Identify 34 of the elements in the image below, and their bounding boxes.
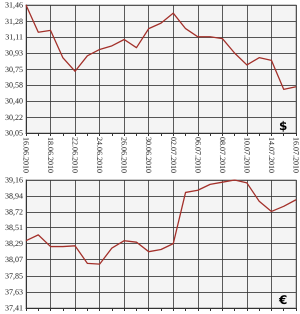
y-tick-label: 38,07	[5, 255, 23, 264]
x-tick-label: 08.07.2010	[218, 137, 227, 173]
y-tick-label: 31,46	[5, 0, 23, 10]
annotation: €	[278, 293, 288, 307]
line-series	[25, 179, 297, 265]
y-tick-label: 37,41	[5, 304, 23, 312]
x-tick-label: 06.07.2010	[193, 137, 202, 173]
x-tick-label: 16.07.2010	[292, 137, 300, 173]
x-tick-label: 14.07.2010	[266, 137, 276, 173]
y-tick-label: 38,94	[5, 192, 23, 201]
y-tick-label: 30,58	[5, 80, 23, 90]
x-tick-label: 22.06.2010	[70, 137, 80, 173]
y-tick-label: 37,85	[5, 271, 23, 280]
y-tick-label: 30,75	[5, 64, 23, 74]
y-tick-label: 37,63	[5, 287, 23, 296]
y-tick-label: 30,05	[5, 128, 23, 138]
y-tick-label: 30,40	[5, 96, 23, 106]
y-tick-label: 30,93	[5, 48, 23, 58]
y-tick-label: 30,22	[5, 113, 23, 122]
y-tick-label: 31,11	[5, 32, 23, 42]
y-tick-label: 31,28	[5, 16, 23, 26]
y-tick-label: 39,16	[5, 176, 23, 184]
line-series	[25, 4, 297, 90]
annotation: $	[279, 119, 288, 133]
y-tick-label: 38,72	[5, 208, 23, 217]
x-tick-label: 30.06.2010	[144, 137, 154, 173]
x-tick-label: 10.07.2010	[242, 137, 252, 173]
x-tick-label: 16.06.2010	[22, 137, 30, 173]
x-tick-label: 02.07.2010	[168, 137, 178, 173]
x-tick-label: 24.06.2010	[95, 137, 104, 173]
x-tick-label: 18.06.2010	[46, 137, 56, 173]
x-tick-label: 26.06.2010	[120, 137, 129, 173]
y-tick-label: 38,29	[5, 239, 23, 248]
y-tick-label: 38,51	[5, 223, 23, 232]
